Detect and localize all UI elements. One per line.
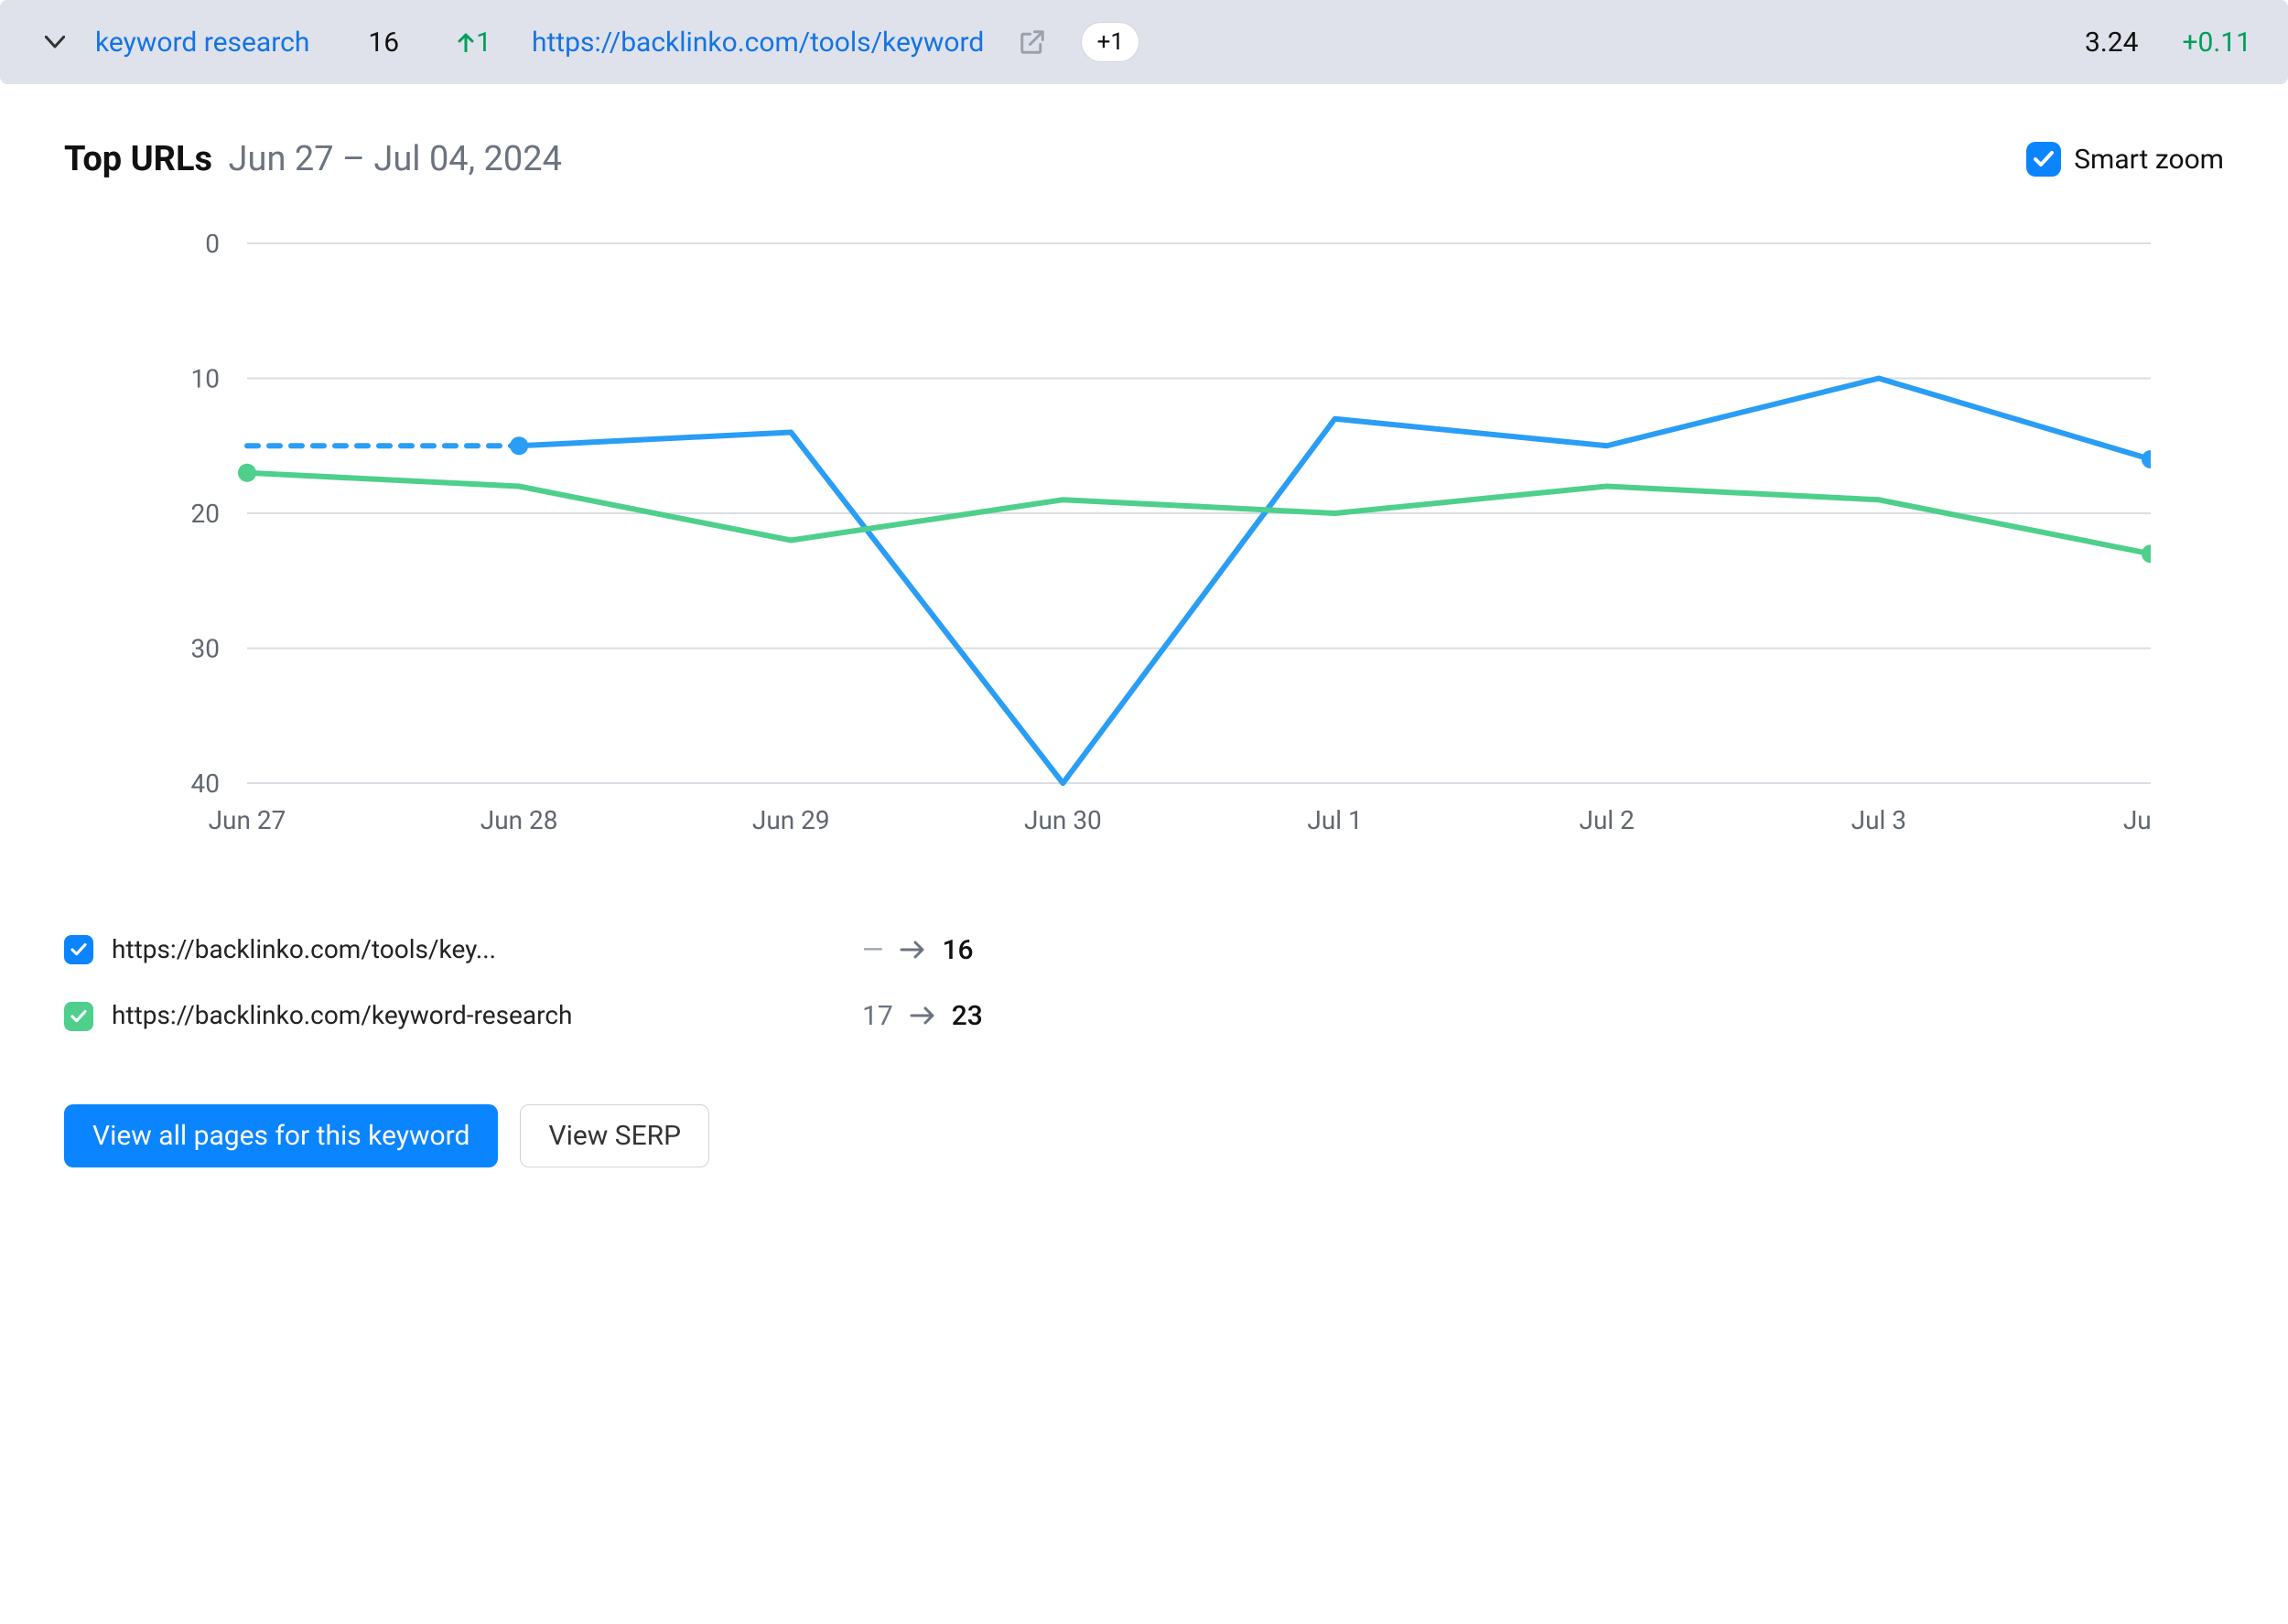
svg-text:30: 30: [191, 634, 220, 664]
positions-chart: 0 10 20 30 40 Jun 27 Jun 28 Jun 29 Jun 30 Jul 1 Ju…: [64, 216, 2224, 880]
chart-svg: 0 10 20 30 40 Jun 27 Jun 28 Jun 29 Jun 30 Jul 1 Ju…: [64, 216, 2151, 875]
smart-zoom-checkbox[interactable]: [2026, 142, 2061, 177]
smart-zoom-toggle[interactable]: Smart zoom: [2026, 142, 2224, 177]
view-all-pages-button[interactable]: View all pages for this keyword: [64, 1104, 498, 1167]
legend-row: https://backlinko.com/keyword-research 1…: [64, 983, 2224, 1049]
position-value: 16: [368, 27, 399, 59]
legend-url: https://backlinko.com/keyword-research: [112, 999, 844, 1032]
position-delta-value: 1: [476, 27, 491, 59]
keyword-row: keyword research 16 1 https://backlinko.…: [0, 0, 2288, 84]
legend-from: 17: [862, 1000, 893, 1032]
svg-text:20: 20: [191, 499, 220, 529]
section-title-label: Top URLs: [64, 139, 212, 179]
external-link-icon[interactable]: [1019, 28, 1046, 56]
smart-zoom-label: Smart zoom: [2074, 144, 2224, 176]
svg-text:Jul 3: Jul 3: [1851, 805, 1906, 835]
visibility-delta: +0.11: [2182, 27, 2251, 59]
legend-to: 23: [952, 1000, 983, 1032]
footer-actions: View all pages for this keyword View SER…: [64, 1104, 2224, 1167]
view-serp-button[interactable]: View SERP: [520, 1104, 709, 1167]
section-title: Top URLs Jun 27 – Jul 04, 2024: [64, 139, 562, 179]
extra-urls-badge[interactable]: +1: [1081, 22, 1139, 62]
check-icon: [70, 943, 87, 956]
svg-text:Jul 2: Jul 2: [1580, 805, 1635, 835]
svg-text:Jun 28: Jun 28: [480, 805, 558, 835]
svg-text:Jun 27: Jun 27: [209, 805, 286, 835]
keyword-link[interactable]: keyword research: [95, 27, 309, 59]
legend-to: 16: [942, 934, 973, 966]
arrow-right-icon: [900, 934, 925, 966]
check-icon: [70, 1010, 87, 1023]
visibility-score: 3.24: [2085, 27, 2139, 59]
section-title-dates: Jun 27 – Jul 04, 2024: [229, 139, 562, 179]
svg-text:0: 0: [205, 229, 220, 259]
legend-values: — 16: [862, 934, 974, 966]
chevron-down-icon: [45, 36, 65, 48]
check-icon: [2034, 151, 2054, 167]
svg-text:Jun 30: Jun 30: [1024, 805, 1102, 835]
svg-text:40: 40: [191, 769, 220, 799]
arrow-up-icon: [458, 32, 474, 52]
position-delta: 1: [458, 27, 491, 59]
legend-checkbox[interactable]: [64, 1002, 93, 1031]
arrow-right-icon: [910, 1000, 935, 1032]
chart-legend: https://backlinko.com/tools/key... — 16 …: [64, 917, 2224, 1049]
legend-url: https://backlinko.com/tools/key...: [112, 933, 844, 966]
top-url-link[interactable]: https://backlinko.com/tools/keyword: [532, 27, 984, 59]
svg-text:Jun 29: Jun 29: [752, 805, 830, 835]
legend-values: 17 23: [862, 1000, 983, 1032]
svg-text:10: 10: [191, 364, 220, 394]
legend-checkbox[interactable]: [64, 935, 93, 964]
svg-text:Jul 4: Jul 4: [2123, 805, 2151, 835]
svg-text:Jul 1: Jul 1: [1307, 805, 1362, 835]
legend-from: —: [862, 934, 883, 966]
expand-toggle[interactable]: [37, 36, 73, 48]
legend-row: https://backlinko.com/tools/key... — 16: [64, 917, 2224, 983]
